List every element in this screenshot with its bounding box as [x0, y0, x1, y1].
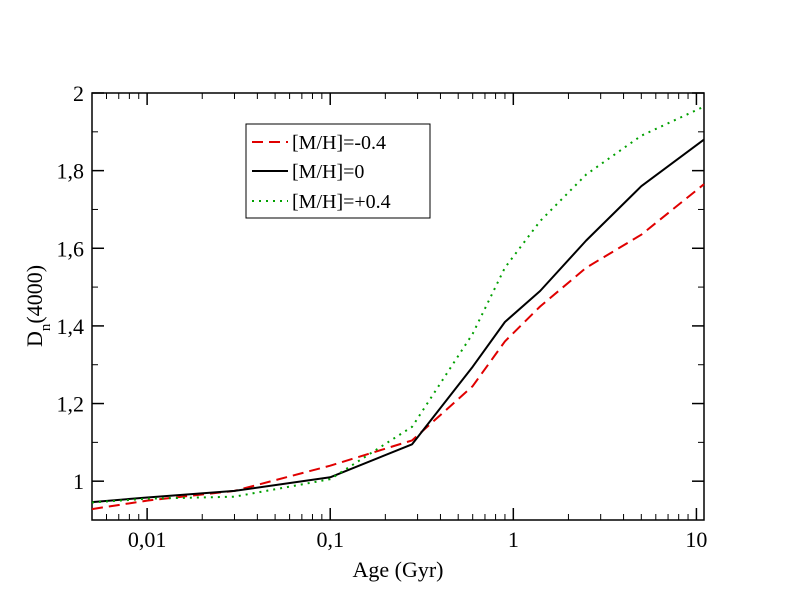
y-axis-label-sub: n — [38, 323, 54, 331]
y-axis-label-rest: (4000) — [22, 265, 47, 324]
x-axis-label: Age (Gyr) — [352, 557, 443, 582]
y-tick-label: 1 — [73, 469, 84, 494]
y-tick-label: 1,4 — [57, 314, 85, 339]
x-tick-label: 1 — [508, 527, 519, 552]
y-tick-label: 1,2 — [57, 392, 85, 417]
series-line-0 — [91, 183, 705, 511]
x-tick-label: 10 — [685, 527, 707, 552]
y-axis-label: Dn(4000) — [22, 265, 54, 347]
y-tick-label: 1,6 — [57, 236, 85, 261]
series-lines — [91, 105, 705, 511]
series-line-2 — [91, 105, 705, 504]
x-tick-label: 0,1 — [316, 527, 344, 552]
y-tick-label: 2 — [73, 81, 84, 106]
y-tick-label: 1,8 — [57, 159, 85, 184]
tick-labels: 0,01 0,1 1 10 1 1,2 1,4 1,6 1,8 2 — [57, 81, 708, 552]
plot-frame — [91, 92, 705, 521]
y-axis-label-main: D — [22, 331, 47, 347]
legend: [M/H]=-0.4 [M/H]=0 [M/H]=+0.4 — [245, 123, 431, 219]
legend-label-1: [M/H]=0 — [292, 161, 364, 183]
x-tick-label: 0,01 — [128, 527, 167, 552]
legend-label-2: [M/H]=+0.4 — [292, 191, 391, 213]
series-line-1 — [91, 138, 705, 504]
legend-label-0: [M/H]=-0.4 — [292, 132, 386, 154]
ticks — [91, 92, 704, 521]
